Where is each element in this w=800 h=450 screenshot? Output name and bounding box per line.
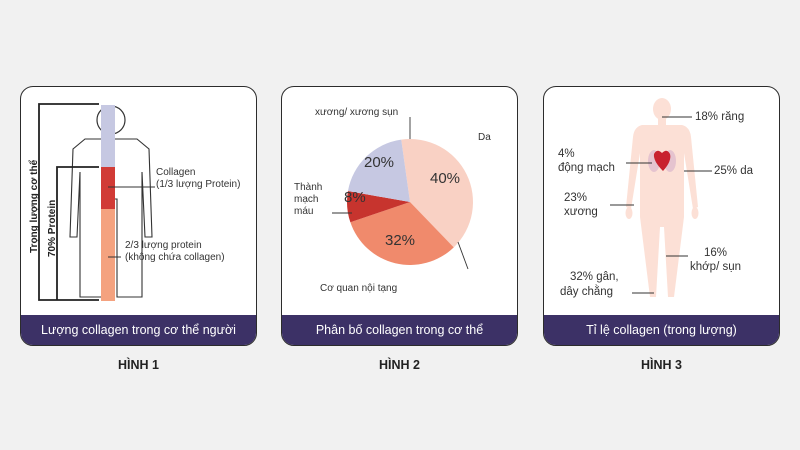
- teeth-label: 18% răng: [695, 111, 745, 123]
- collagen-sublabel: (1/3 lượng Protein): [156, 179, 241, 190]
- pie-label-vessel-3: máu: [294, 206, 314, 217]
- pie-slice-bone: [347, 139, 410, 202]
- pie-value-organs: 32%: [385, 232, 416, 249]
- figure-1-label: HÌNH 1: [118, 358, 159, 372]
- bone-label: xương: [564, 206, 598, 218]
- pie-label-vessel-1: Thành: [294, 182, 323, 193]
- cartilage-label: khớp/ sụn: [690, 261, 742, 273]
- tendon-label: dây chằng: [560, 286, 614, 298]
- pie-label-vessel-2: mạch: [294, 194, 319, 205]
- artery-label: động mạch: [558, 162, 615, 174]
- noncollagen-sublabel: (không chứa collagen): [125, 252, 225, 263]
- figure-2-label: HÌNH 2: [379, 358, 420, 372]
- pie-value-vessel: 8%: [344, 189, 366, 206]
- collagen-label: Collagen: [156, 167, 196, 178]
- pie-value-skin: 40%: [430, 170, 461, 187]
- tendon-percent: 32% gân,: [570, 271, 619, 283]
- body-outline-diagram: [38, 103, 155, 301]
- figure-3-caption: Tỉ lệ collagen (trong lượng): [544, 315, 779, 345]
- pie-label-skin: Da: [478, 132, 491, 143]
- total-weight-label: Trọng lượng cơ thể: [29, 159, 40, 253]
- protein-bracket: [56, 166, 99, 300]
- figure-2-panel: xương/ xương sụn Da Thành mạch máu Cơ qu…: [281, 86, 518, 346]
- pie-leader-skin: [457, 241, 469, 270]
- pie-slice-organs: [350, 202, 454, 265]
- artery-percent: 4%: [558, 148, 575, 160]
- figure-1-caption: Lượng collagen trong cơ thể người: [21, 315, 256, 345]
- protein-share-label: 70% Protein: [47, 199, 58, 257]
- water-bar-segment: [101, 105, 115, 167]
- body-outline: [69, 138, 153, 298]
- figure-1-panel: Trọng lượng cơ thể 70% Protein Collagen …: [20, 86, 257, 346]
- pie-slice-vessel: [347, 191, 410, 223]
- figure-2-caption: Phân bố collagen trong cơ thể: [282, 315, 517, 345]
- skin-label: 25% da: [714, 165, 754, 177]
- figure-3-panel: 18% răng 4% động mạch 25% da 23% xương 1…: [543, 86, 780, 346]
- cartilage-percent: 16%: [704, 247, 728, 259]
- pie-label-organs: Cơ quan nội tạng: [320, 283, 398, 294]
- total-weight-bracket: [38, 103, 99, 301]
- human-body-diagram: [610, 98, 712, 297]
- heart-icon: [653, 150, 671, 171]
- noncollagen-label: 2/3 lượng protein: [125, 240, 202, 251]
- figure-3-label: HÌNH 3: [641, 358, 682, 372]
- pie-value-bone: 20%: [364, 154, 395, 171]
- collagen-pie-chart: [332, 117, 473, 270]
- pie-label-bone: xương/ xương sụn: [315, 107, 399, 118]
- pie-slice-skin: [401, 139, 473, 248]
- body-silhouette: [625, 98, 699, 297]
- bone-percent: 23%: [564, 192, 588, 204]
- collagen-bar-segment: [101, 167, 115, 209]
- other-protein-bar-segment: [101, 209, 115, 301]
